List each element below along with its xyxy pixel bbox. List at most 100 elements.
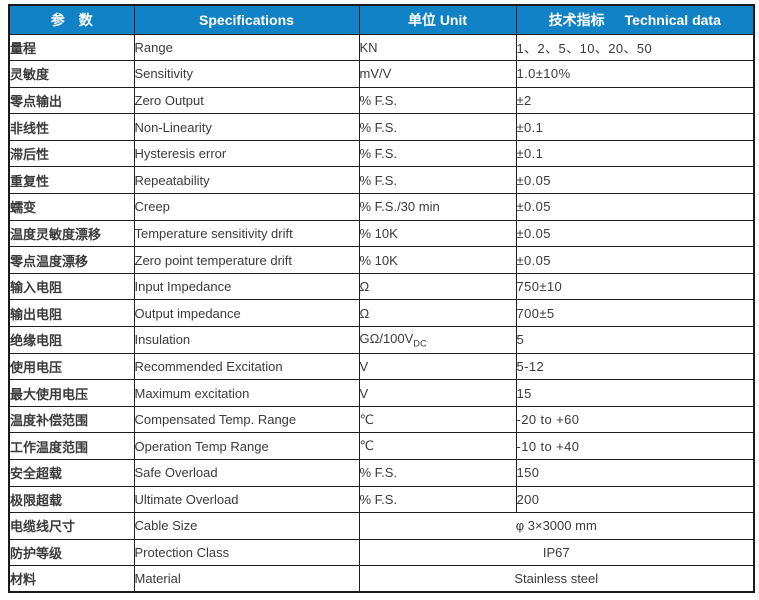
unit-cell: % 10K xyxy=(358,246,517,274)
param-zh-cell: 使用电压 xyxy=(8,352,135,381)
table-row: 滞后性 Hysteresis error% F.S. ±0.1 xyxy=(8,139,755,168)
unit-cell: % F.S. xyxy=(358,113,517,141)
spec-en-cell: Insulation xyxy=(133,326,360,354)
spec-en-cell: Non-Linearity xyxy=(133,113,360,141)
header-row: 参 数 Specifications 单位 Unit 技术指标 Technica… xyxy=(8,4,755,35)
unit-cell: % F.S. xyxy=(358,459,517,487)
param-zh-cell: 材料 xyxy=(8,565,135,593)
unit-cell: KN xyxy=(358,33,517,62)
table-row: 使用电压 Recommended Excitation V 5-12 xyxy=(8,352,755,381)
param-zh-cell: 极限超载 xyxy=(8,485,135,514)
param-zh-cell: 最大使用电压 xyxy=(8,379,135,407)
unit-cell: Ω xyxy=(358,299,517,328)
spec-en-cell: Repeatability xyxy=(133,166,360,195)
table-row: 电缆线尺寸 Cable Size φ 3×3000 mm xyxy=(8,512,755,540)
table-row: 温度灵敏度漂移 Temperature sensitivity drift% 10… xyxy=(8,219,755,248)
spec-en-cell: Output impedance xyxy=(133,299,360,328)
table-row: 零点输出 Zero Output% F.S. ±2 xyxy=(8,86,755,115)
param-zh-cell: 输出电阻 xyxy=(8,299,135,328)
spec-en-cell: Compensated Temp. Range xyxy=(133,405,360,434)
spec-en-cell: Recommended Excitation xyxy=(133,352,360,381)
technical-data-cell: 5-12 xyxy=(515,352,755,381)
table-row: 输出电阻 Output impedance Ω 700±5 xyxy=(8,299,755,328)
table-row: 温度补偿范围 Compensated Temp. Range ℃ -20 to +60 xyxy=(8,405,755,434)
spec-table: 参 数 Specifications 单位 Unit 技术指标 Technica… xyxy=(8,4,755,594)
header-specifications: Specifications xyxy=(133,4,360,35)
technical-data-cell: 5 xyxy=(515,326,755,354)
spec-table-body: 量程 Range KN 1、2、5、10、20、50 灵敏度 Sensitivity mV/… xyxy=(8,33,755,593)
table-row: 蠕变 Creep% F.S./30 min ±0.05 xyxy=(8,193,755,221)
merged-value-cell: IP67 xyxy=(358,538,755,567)
spec-en-cell: Sensitivity xyxy=(133,60,360,88)
param-zh-cell: 工作温度范围 xyxy=(8,432,135,460)
technical-data-cell: ±0.05 xyxy=(515,166,755,195)
unit-cell: % F.S./30 min xyxy=(358,193,517,221)
merged-value-cell: Stainless steel xyxy=(358,565,755,593)
header-technical-data-en: Technical data xyxy=(624,11,721,28)
technical-data-cell: ±0.05 xyxy=(515,219,755,248)
technical-data-cell: 15 xyxy=(515,379,755,407)
table-row: 材料 Material Stainless steel xyxy=(8,565,755,593)
header-param: 参 数 xyxy=(8,4,135,35)
unit-cell: V xyxy=(358,352,517,381)
param-zh-cell: 绝缘电阻 xyxy=(8,326,135,354)
table-row: 最大使用电压 Maximum excitation V 15 xyxy=(8,379,755,407)
technical-data-cell: ±0.05 xyxy=(515,246,755,274)
spec-en-cell: Protection Class xyxy=(133,538,360,567)
table-row: 极限超载 Ultimate Overload% F.S. 200 xyxy=(8,485,755,514)
spec-en-cell: Maximum excitation xyxy=(133,379,360,407)
table-row: 防护等级 Protection Class IP67 xyxy=(8,538,755,567)
table-row: 重复性 Repeatability% F.S. ±0.05 xyxy=(8,166,755,195)
param-zh-cell: 量程 xyxy=(8,33,135,62)
table-row: 灵敏度 Sensitivity mV/V 1.0±10% xyxy=(8,60,755,88)
unit-cell: % F.S. xyxy=(358,166,517,195)
param-zh-cell: 滞后性 xyxy=(8,139,135,168)
spec-en-cell: Safe Overload xyxy=(133,459,360,487)
spec-en-cell: Ultimate Overload xyxy=(133,485,360,514)
spec-table-header: 参 数 Specifications 单位 Unit 技术指标 Technica… xyxy=(8,4,755,35)
technical-data-cell: 200 xyxy=(515,485,755,514)
spec-en-cell: Creep xyxy=(133,193,360,221)
table-row: 绝缘电阻 Insulation GΩ/100VDC 5 xyxy=(8,326,755,354)
unit-cell: V xyxy=(358,379,517,407)
spec-en-cell: Zero Output xyxy=(133,86,360,115)
unit-cell: mV/V xyxy=(358,60,517,88)
param-zh-cell: 零点输出 xyxy=(8,86,135,115)
header-unit: 单位 Unit xyxy=(358,4,517,35)
spec-en-cell: Material xyxy=(133,565,360,593)
spec-en-cell: Temperature sensitivity drift xyxy=(133,219,360,248)
technical-data-cell: ±0.1 xyxy=(515,139,755,168)
spec-en-cell: Range xyxy=(133,33,360,62)
unit-subscript: DC xyxy=(413,338,427,349)
table-row: 输入电阻 Input Impedance Ω 750±10 xyxy=(8,272,755,301)
param-zh-cell: 非线性 xyxy=(8,113,135,141)
unit-cell: % F.S. xyxy=(358,485,517,514)
spec-en-cell: Input Impedance xyxy=(133,272,360,301)
technical-data-cell: ±0.1 xyxy=(515,113,755,141)
header-technical-data-zh: 技术指标 xyxy=(548,11,605,28)
param-zh-cell: 温度灵敏度漂移 xyxy=(8,219,135,248)
spec-en-cell: Operation Temp Range xyxy=(133,432,360,460)
param-zh-cell: 安全超载 xyxy=(8,459,135,487)
spec-en-cell: Hysteresis error xyxy=(133,139,360,168)
unit-cell: ℃ xyxy=(358,432,517,460)
unit-cell: % F.S. xyxy=(358,86,517,115)
table-row: 安全超载 Safe Overload% F.S. 150 xyxy=(8,459,755,487)
spec-en-cell: Cable Size xyxy=(133,512,360,540)
param-zh-cell: 蠕变 xyxy=(8,193,135,221)
technical-data-cell: ±0.05 xyxy=(515,193,755,221)
unit-cell: % F.S. xyxy=(358,139,517,168)
table-row: 零点温度漂移 Zero point temperature drift% 10K ±… xyxy=(8,246,755,274)
unit-cell: Ω xyxy=(358,272,517,301)
param-zh-cell: 电缆线尺寸 xyxy=(8,512,135,540)
header-technical-data: 技术指标 Technical data xyxy=(515,4,755,35)
table-row: 量程 Range KN 1、2、5、10、20、50 xyxy=(8,33,755,62)
technical-data-cell: -20 to +60 xyxy=(515,405,755,434)
table-row: 非线性 Non-Linearity% F.S. ±0.1 xyxy=(8,113,755,141)
unit-cell: GΩ/100VDC xyxy=(358,326,517,354)
param-zh-cell: 重复性 xyxy=(8,166,135,195)
spec-en-cell: Zero point temperature drift xyxy=(133,246,360,274)
unit-cell: ℃ xyxy=(358,405,517,434)
technical-data-cell: 700±5 xyxy=(515,299,755,328)
param-zh-cell: 输入电阻 xyxy=(8,272,135,301)
